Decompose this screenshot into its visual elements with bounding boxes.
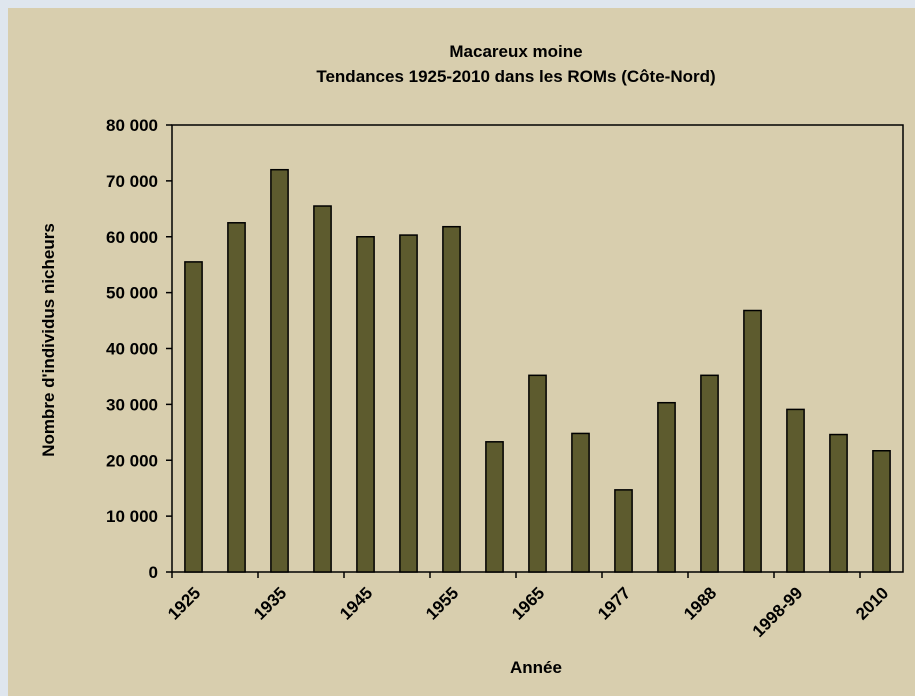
y-tick-label: 50 000	[106, 284, 158, 303]
chart-subtitle: Tendances 1925-2010 dans les ROMs (Côte-…	[316, 67, 715, 86]
bar	[700, 374, 719, 573]
y-tick-label: 10 000	[106, 507, 158, 526]
bar	[399, 234, 418, 573]
bar	[786, 408, 805, 573]
x-axis-label: Année	[510, 658, 562, 677]
y-tick-label: 60 000	[106, 228, 158, 247]
y-tick-label: 0	[149, 563, 158, 582]
bar	[227, 222, 246, 573]
y-axis-label: Nombre d'individus nicheurs	[39, 223, 58, 457]
bar	[184, 261, 203, 573]
bar	[313, 205, 332, 573]
bar	[829, 433, 848, 573]
chart-title: Macareux moine	[449, 42, 582, 61]
panel	[8, 8, 915, 696]
bar	[743, 309, 762, 573]
bar	[528, 374, 547, 573]
bar	[872, 450, 891, 573]
bar	[270, 168, 289, 573]
bar	[614, 489, 633, 573]
bar	[356, 236, 375, 573]
y-tick-label: 70 000	[106, 172, 158, 191]
bar	[485, 441, 504, 573]
y-tick-label: 80 000	[106, 116, 158, 135]
y-tick-label: 20 000	[106, 451, 158, 470]
bar	[571, 432, 590, 573]
bar	[657, 401, 676, 573]
bar	[442, 225, 461, 573]
y-tick-label: 40 000	[106, 340, 158, 359]
y-tick-label: 30 000	[106, 395, 158, 414]
